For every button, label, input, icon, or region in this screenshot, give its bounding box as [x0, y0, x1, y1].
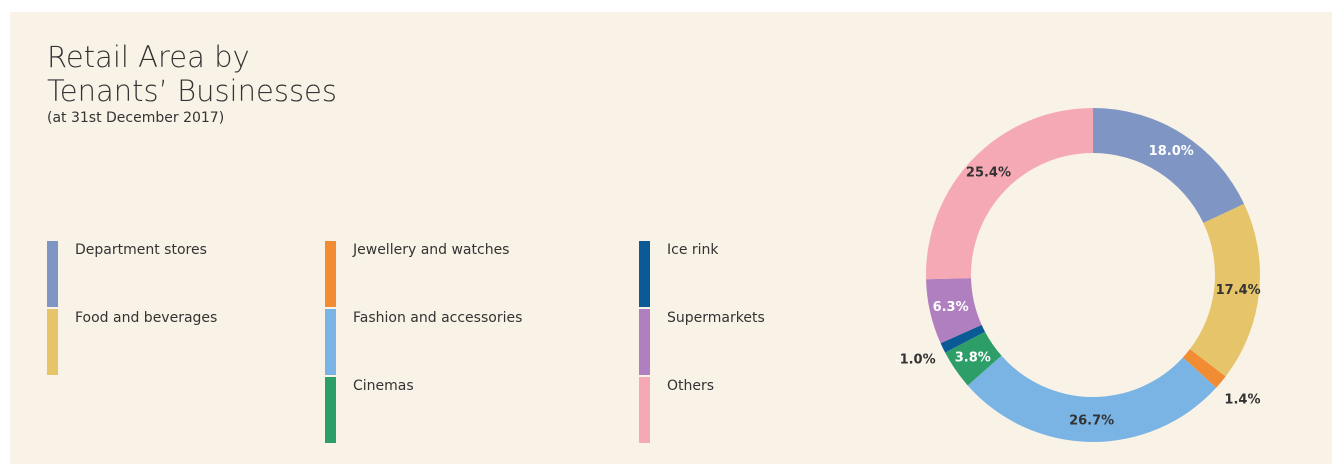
legend-swatch	[325, 377, 336, 443]
legend-label: Ice rink	[667, 242, 719, 258]
legend-label: Cinemas	[353, 378, 414, 394]
legend-label: Food and beverages	[75, 310, 217, 326]
chart-subtitle: (at 31st December 2017)	[47, 110, 225, 126]
value-label: 3.8%	[955, 350, 991, 365]
value-label: 18.0%	[1149, 144, 1194, 159]
legend-label: Supermarkets	[667, 310, 765, 326]
legend-swatch	[639, 309, 650, 375]
legend-swatch	[639, 241, 650, 307]
legend-swatch	[325, 241, 336, 307]
legend-label: Department stores	[75, 242, 207, 258]
panel	[10, 12, 1332, 464]
legend-label: Jewellery and watches	[352, 242, 509, 258]
legend-swatch	[47, 241, 58, 307]
donut-slice	[1182, 349, 1226, 388]
donut-slice	[926, 278, 982, 344]
legend-label: Fashion and accessories	[353, 310, 522, 326]
chart-title: Retail Area by Tenants’ Businesses	[47, 40, 337, 108]
value-label: 1.0%	[900, 353, 936, 368]
value-label: 26.7%	[1069, 413, 1114, 428]
value-label: 17.4%	[1216, 283, 1261, 298]
value-label: 6.3%	[933, 300, 969, 315]
donut-slice	[967, 355, 1217, 443]
legend-swatch	[325, 309, 336, 375]
legend-swatch	[47, 309, 58, 375]
legend-label: Others	[667, 378, 714, 394]
donut-slice	[940, 324, 986, 353]
donut-slice	[925, 108, 1093, 280]
donut-slice	[945, 331, 1002, 386]
value-label: 25.4%	[966, 166, 1011, 181]
donut-slice	[1189, 203, 1260, 377]
donut-slice	[1093, 108, 1245, 224]
legend-swatch	[639, 377, 650, 443]
value-label: 1.4%	[1224, 393, 1260, 408]
